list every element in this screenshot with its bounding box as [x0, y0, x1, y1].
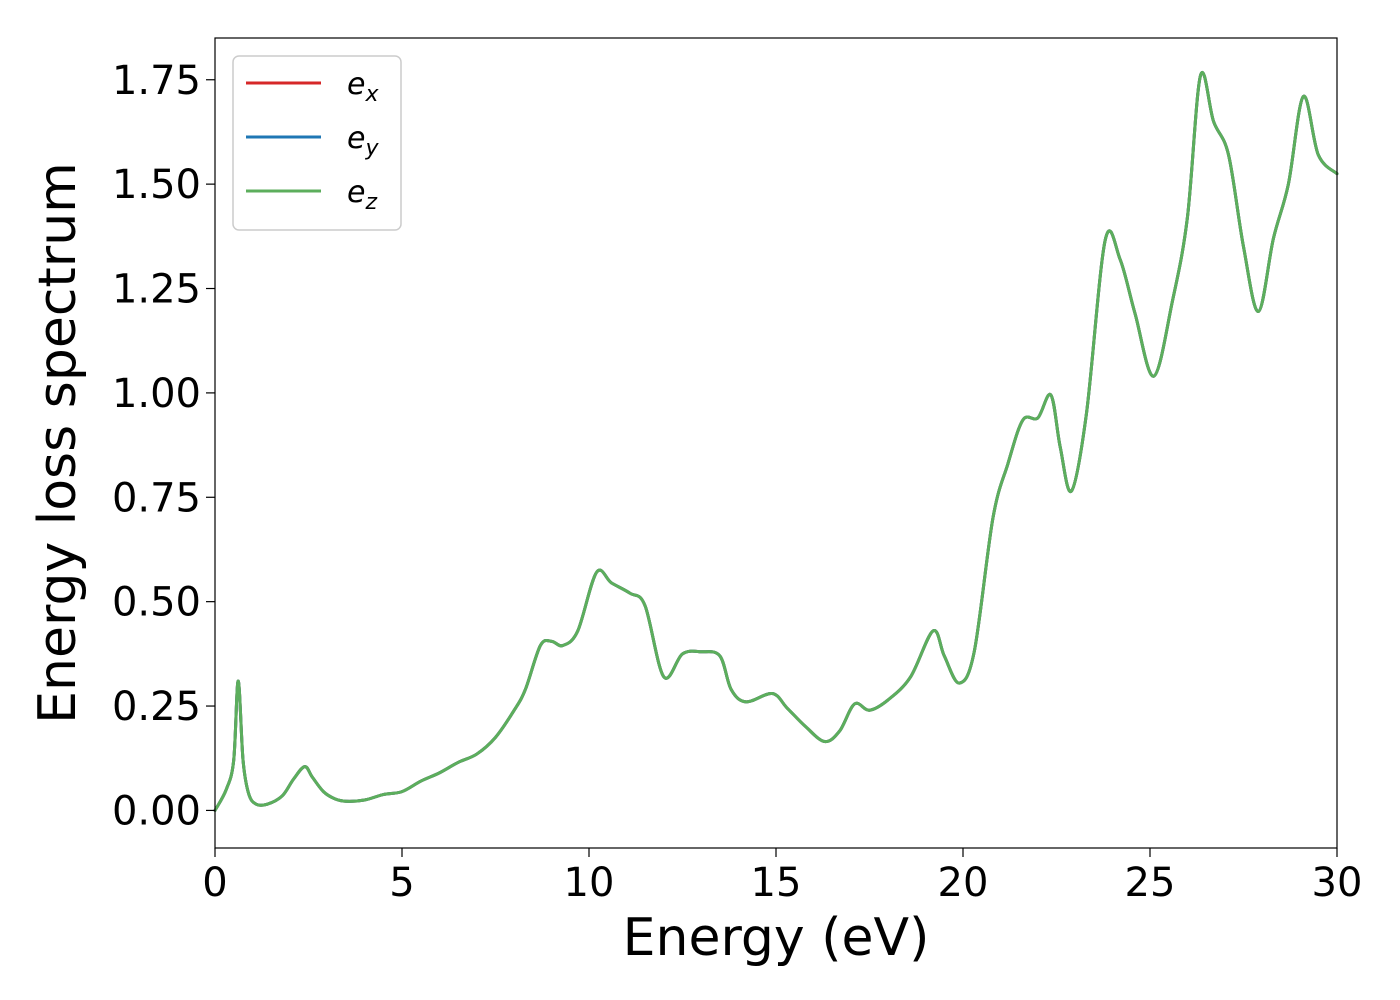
legend-label-ex: ex [347, 67, 379, 107]
series-layer [213, 71, 1339, 812]
x-axis-title: Energy (eV) [623, 908, 930, 968]
y-tick-label: 1.75 [112, 58, 201, 104]
x-axis-ticks: 0 5 10 15 20 25 30 [202, 848, 1362, 906]
series-line-e-z [213, 71, 1339, 812]
y-tick-label: 1.00 [112, 371, 201, 417]
x-tick-label: 15 [751, 860, 802, 906]
x-tick-label: 5 [389, 860, 414, 906]
y-tick-label: 1.25 [112, 267, 201, 313]
legend-box [232, 55, 402, 231]
y-axis-title: Energy loss spectrum [28, 162, 88, 724]
x-tick-label: 10 [564, 860, 615, 906]
y-tick-label: 0.75 [112, 475, 201, 521]
y-axis-ticks: 0.00 0.25 0.50 0.75 1.00 1.25 1.50 1.75 [112, 58, 215, 834]
legend-label-ey: ey [347, 121, 379, 161]
x-tick-label: 30 [1312, 860, 1363, 906]
y-tick-label: 0.00 [112, 788, 201, 834]
x-tick-label: 0 [202, 860, 227, 906]
y-tick-label: 1.50 [112, 162, 201, 208]
x-tick-label: 25 [1125, 860, 1176, 906]
y-tick-label: 0.25 [112, 684, 201, 730]
x-tick-label: 20 [938, 860, 989, 906]
legend: ex ey ez [232, 55, 402, 231]
y-tick-label: 0.50 [112, 580, 201, 626]
legend-label-ez: ez [347, 175, 377, 215]
